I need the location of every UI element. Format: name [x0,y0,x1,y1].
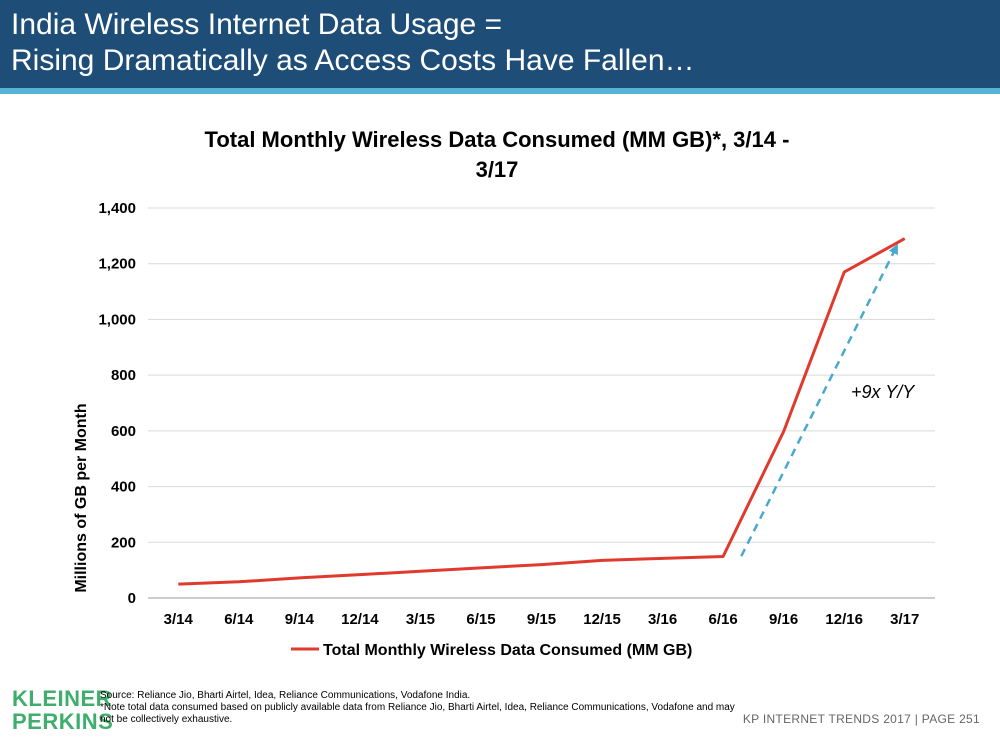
y-tick-label: 1,200 [98,256,136,273]
x-tick-label: 6/16 [709,611,738,628]
x-tick-label: 12/14 [341,611,379,628]
logo-line2: PERKINS [12,709,114,734]
x-axis-ticks: 3/14 6/14 9/14 12/14 3/15 6/15 9/15 12/15 3/16 6/… [164,611,920,628]
chart-title-line1: Total Monthly Wireless Data Consumed (MM… [205,127,790,152]
y-tick-label: 1,400 [98,200,136,217]
gridlines [148,207,935,599]
slide-header [0,0,1000,88]
x-tick-label: 3/16 [648,611,677,628]
y-tick-label: 800 [111,367,136,384]
annotation-group: +9x Y/Y [740,243,916,557]
y-tick-label: 600 [111,423,136,440]
x-tick-label: 6/15 [466,611,495,628]
y-tick-label: 0 [128,590,136,607]
y-axis-ticks: 0 200 400 600 800 1,000 1,200 1,400 [98,200,136,607]
x-tick-label: 9/15 [527,611,556,628]
kleiner-perkins-logo: KLEINER PERKINS [12,687,113,733]
chart-title-line2: 3/17 [476,157,519,182]
source-notes: Source: Reliance Jio, Bharti Airtel, Ide… [100,690,740,726]
legend: Total Monthly Wireless Data Consumed (MM… [291,642,692,659]
x-tick-label: 6/14 [224,611,254,628]
x-tick-label: 9/14 [285,611,315,628]
x-tick-label: 12/16 [825,611,863,628]
x-tick-label: 12/15 [583,611,621,628]
slide-title-line1: India Wireless Internet Data Usage = [11,8,503,41]
x-tick-label: 9/16 [769,611,798,628]
x-tick-label: 3/15 [406,611,435,628]
y-tick-label: 400 [111,479,136,496]
source-line: Source: Reliance Jio, Bharti Airtel, Ide… [100,690,471,701]
logo-line1: KLEINER [12,686,113,711]
x-tick-label: 3/17 [890,611,919,628]
note-line: *Note total data consumed based on publi… [100,702,735,725]
y-tick-label: 200 [111,534,136,551]
line-chart: Total Monthly Wireless Data Consumed (MM… [73,127,935,659]
growth-arrow [740,243,898,557]
slide-title-line2: Rising Dramatically as Access Costs Have… [11,44,695,77]
y-tick-label: 1,000 [98,311,136,328]
y-axis-label: Millions of GB per Month [73,403,90,592]
x-tick-label: 3/14 [164,611,194,628]
series-group [178,237,906,586]
growth-annotation: +9x Y/Y [851,382,916,402]
series-line [178,237,906,586]
page-info: KP INTERNET TRENDS 2017 | PAGE 251 [742,712,980,726]
header-accent-line [0,88,1000,94]
legend-label: Total Monthly Wireless Data Consumed (MM… [323,642,692,659]
